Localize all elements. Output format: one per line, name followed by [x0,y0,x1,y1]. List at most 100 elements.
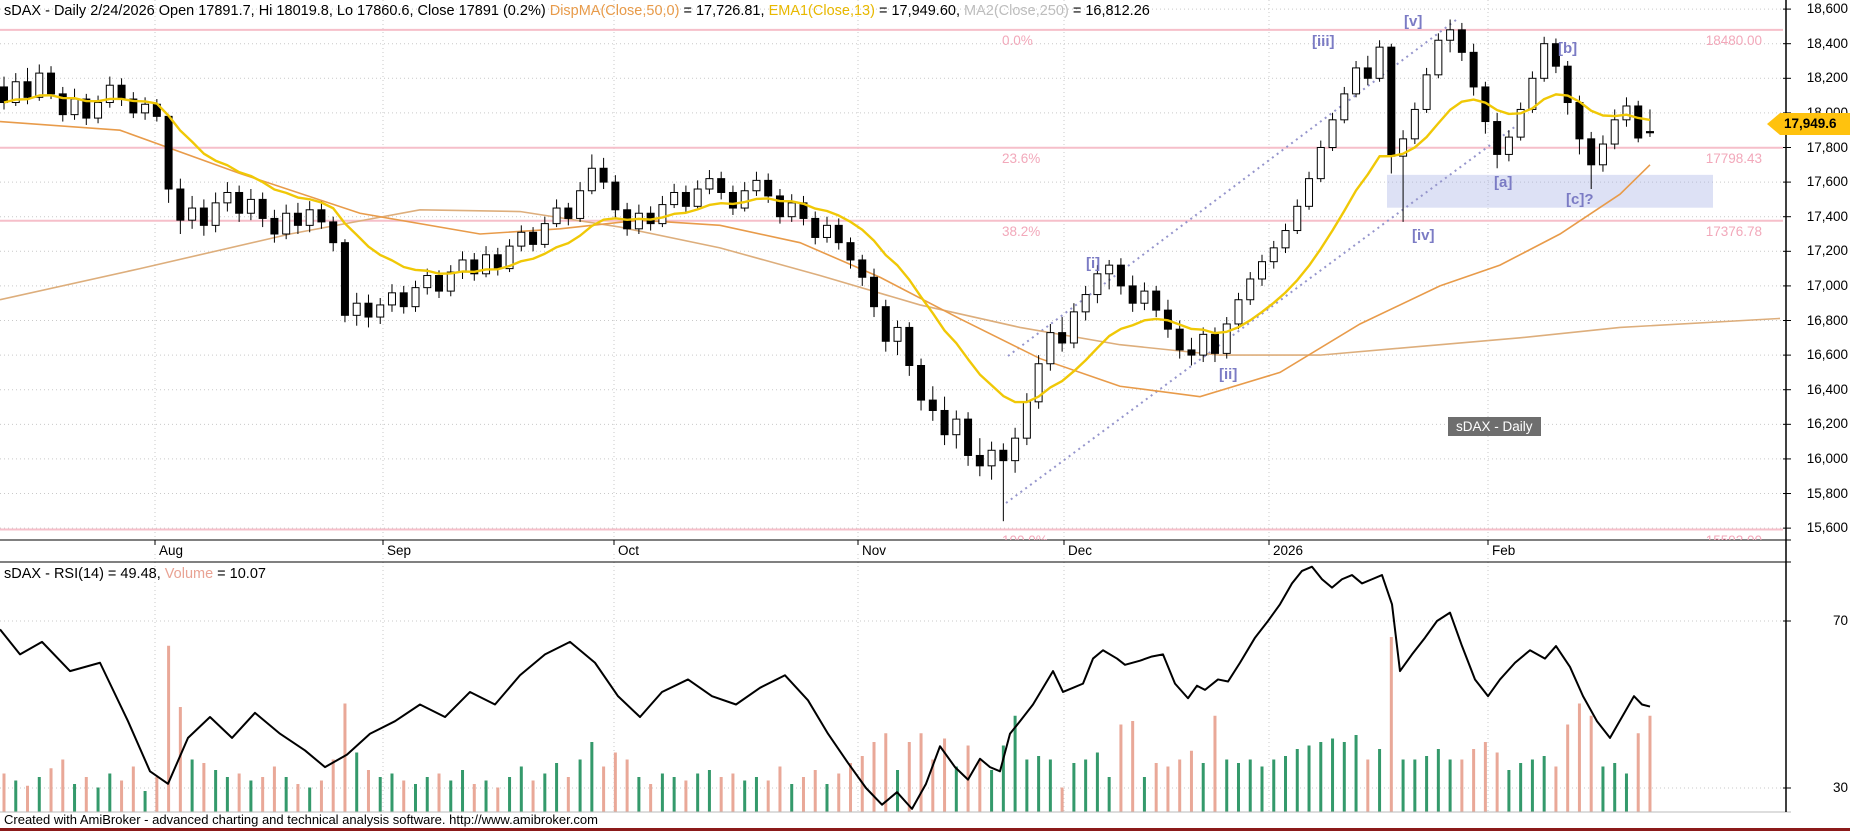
candle-body[interactable] [270,217,279,235]
candle-body[interactable] [1340,93,1349,121]
candle-body[interactable] [564,207,573,219]
candle-body[interactable] [1375,46,1384,79]
candle-body[interactable] [1587,138,1596,166]
candle-body[interactable] [705,178,714,190]
candle-body[interactable] [505,245,514,270]
candle-body[interactable] [35,72,44,98]
candle-body[interactable] [1316,147,1325,180]
candle-body[interactable] [928,399,937,411]
candle-body[interactable] [11,81,20,104]
candle-body[interactable] [1469,51,1478,88]
candle-body[interactable] [1281,230,1290,249]
candle-body[interactable] [846,242,855,261]
candle-body[interactable] [0,86,8,104]
candle-body[interactable] [188,207,197,221]
candle-body[interactable] [1410,108,1419,140]
candle-body[interactable] [634,212,643,230]
candle-body[interactable] [282,212,291,235]
candle-body[interactable] [552,207,561,225]
candle-body[interactable] [1081,294,1090,313]
candle-body[interactable] [340,242,349,316]
candle-body[interactable] [199,207,208,226]
candle-body[interactable] [1210,333,1219,354]
candle-body[interactable] [905,326,914,366]
candle-body[interactable] [693,188,702,207]
candle-body[interactable] [1093,273,1102,296]
candle-body[interactable] [446,271,455,292]
candle-body[interactable] [94,102,103,119]
candle-body[interactable] [1199,333,1208,356]
candle-body[interactable] [893,326,902,342]
candle-body[interactable] [752,179,761,192]
candle-body[interactable] [1363,67,1372,79]
candle-body[interactable] [881,306,890,342]
candle-body[interactable] [740,190,749,209]
candle-body[interactable] [917,364,926,401]
candle-body[interactable] [1399,138,1408,157]
candle-body[interactable] [1046,332,1055,365]
candle-body[interactable] [435,275,444,292]
candle-body[interactable] [23,81,32,98]
candle-body[interactable] [329,221,338,244]
candle-body[interactable] [176,188,185,221]
candle-body[interactable] [964,418,973,456]
candle-body[interactable] [999,449,1008,462]
candle-body[interactable] [1305,178,1314,207]
candle-body[interactable] [1269,247,1278,263]
candle-body[interactable] [787,202,796,218]
candle-body[interactable] [246,198,255,214]
candle-body[interactable] [1175,328,1184,351]
candle-body[interactable] [940,409,949,436]
candle-body[interactable] [517,231,526,247]
candle-body[interactable] [540,223,549,245]
candle-body[interactable] [317,209,326,223]
candle-body[interactable] [717,178,726,193]
candle-body[interactable] [952,418,961,436]
candle-body[interactable] [822,224,831,238]
chart-name-badge[interactable]: sDAX - Daily [1448,417,1541,436]
candle-body[interactable] [1457,29,1466,53]
candle-body[interactable] [47,72,56,95]
candle-body[interactable] [1540,43,1549,79]
candle-body[interactable] [1058,332,1067,344]
candle-body[interactable] [1187,349,1196,356]
candle-body[interactable] [764,179,773,197]
candle-body[interactable] [293,212,302,226]
candle-body[interactable] [1328,119,1337,148]
candle-body[interactable] [834,224,843,244]
candle-body[interactable] [1504,136,1513,155]
candle-body[interactable] [1140,290,1149,304]
candle-body[interactable] [1446,29,1455,41]
candle-body[interactable] [482,254,491,275]
candle-body[interactable] [235,191,244,214]
candle-body[interactable] [1034,363,1043,403]
candle-body[interactable] [1128,285,1137,304]
candle-body[interactable] [376,304,385,318]
candle-body[interactable] [1257,261,1266,280]
candle-body[interactable] [399,292,408,308]
candle-body[interactable] [105,84,114,104]
candle-body[interactable] [364,302,373,318]
candle-body[interactable] [987,449,996,467]
candle-body[interactable] [599,167,608,183]
candle-body[interactable] [1293,205,1302,232]
candle-body[interactable] [587,167,596,192]
candle-body[interactable] [211,202,220,226]
candle-body[interactable] [129,98,138,114]
candle-body[interactable] [1645,131,1654,134]
candle-body[interactable] [82,98,91,119]
candle-body[interactable] [423,275,432,289]
candle-body[interactable] [870,276,879,308]
candle-body[interactable] [1610,119,1619,145]
candle-body[interactable] [681,191,690,207]
candle-body[interactable] [1105,264,1114,275]
candle-body[interactable] [1234,299,1243,325]
candle-body[interactable] [670,191,679,206]
candle-body[interactable] [1422,74,1431,110]
candle-body[interactable] [529,231,538,245]
candle-body[interactable] [1434,39,1443,76]
candle-body[interactable] [141,103,150,114]
candle-body[interactable] [352,302,361,316]
candle-body[interactable] [658,204,667,225]
